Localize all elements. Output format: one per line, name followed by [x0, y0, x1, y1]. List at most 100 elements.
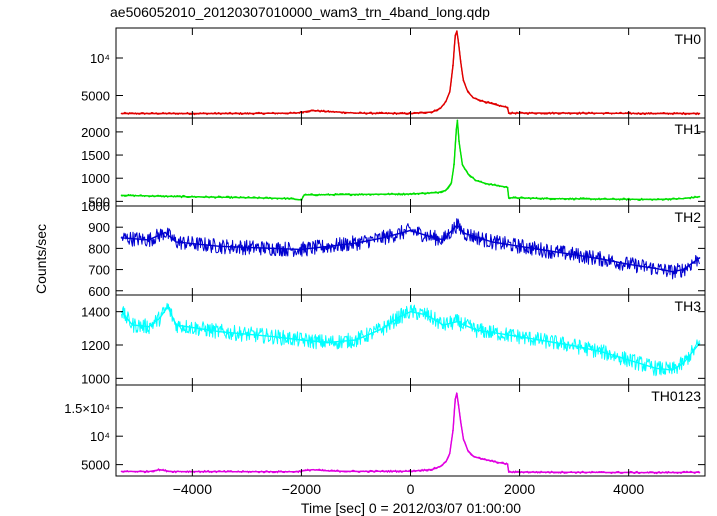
data-point	[147, 470, 150, 473]
data-point	[698, 257, 701, 259]
x-axis-label: Time [sec] 0 = 2012/03/07 01:00:00	[301, 500, 521, 516]
data-point	[450, 182, 453, 184]
data-point	[426, 314, 428, 316]
data-point	[303, 194, 306, 196]
data-point	[497, 461, 499, 464]
data-point	[698, 471, 701, 474]
y-tick-label: 1200	[81, 338, 110, 353]
data-point	[164, 195, 166, 198]
data-point	[311, 468, 314, 471]
data-point	[355, 112, 357, 114]
data-point	[518, 335, 521, 338]
data-point	[456, 320, 458, 323]
data-point	[158, 317, 161, 320]
data-point	[573, 345, 575, 347]
data-point	[486, 183, 488, 185]
data-point	[497, 104, 499, 107]
data-point	[409, 193, 412, 195]
data-point	[295, 470, 297, 473]
data-point	[507, 112, 510, 114]
series-noise-th2	[121, 218, 700, 280]
y-tick-label: 500	[88, 194, 110, 209]
data-point	[398, 315, 401, 318]
data-point	[698, 195, 701, 198]
data-point	[289, 197, 292, 200]
y-tick-label: 700	[88, 263, 110, 278]
data-point	[147, 325, 150, 328]
panel-th2: 600 700 800 900 1000 TH2	[81, 199, 706, 299]
series-noise-th0	[121, 31, 700, 116]
panel-label-th0123: TH0123	[651, 388, 701, 404]
data-point	[452, 64, 454, 67]
data-point	[458, 140, 460, 142]
data-point	[655, 367, 657, 370]
x-tick-label: 2000	[504, 481, 535, 497]
data-point	[655, 112, 657, 115]
data-point	[461, 163, 464, 166]
y-tick-label: 900	[88, 220, 110, 235]
data-point	[698, 342, 701, 345]
data-point	[175, 241, 177, 243]
y-tick-label: 1500	[81, 148, 110, 163]
data-point	[455, 128, 458, 131]
panel-label-th3: TH3	[675, 298, 702, 314]
data-point	[600, 198, 603, 200]
data-point	[437, 191, 439, 194]
y-tick-label: 1000	[81, 199, 110, 214]
series-line-th1	[121, 120, 700, 201]
y-tick-label: 1400	[81, 305, 110, 320]
y-tick-label: 600	[88, 284, 110, 299]
data-point	[164, 231, 166, 234]
panel-th0123: 5000 10⁴ 1.5×10⁴ TH0123	[64, 384, 706, 477]
data-point	[445, 100, 447, 103]
panel-th3: 1000 1200 1400 TH3	[81, 294, 706, 386]
data-point	[452, 429, 454, 432]
data-point	[488, 102, 491, 104]
data-point	[355, 470, 357, 473]
data-point	[497, 184, 499, 187]
data-point	[546, 197, 548, 200]
data-point	[475, 329, 477, 331]
data-point	[300, 248, 303, 251]
data-point	[475, 179, 477, 182]
data-point	[573, 471, 575, 474]
chart-title: ae506052010_20120307010000_wam3_trn_4ban…	[110, 4, 490, 20]
data-point	[472, 97, 475, 99]
data-point	[573, 253, 575, 256]
data-point	[488, 459, 491, 462]
y-tick-label: 1000	[81, 371, 110, 386]
data-point	[246, 112, 248, 115]
y-tick-label: 800	[88, 241, 110, 256]
data-point	[506, 463, 509, 465]
series-noise-th3	[121, 302, 700, 377]
data-point	[454, 34, 457, 37]
data-point	[327, 470, 330, 472]
data-point	[655, 198, 657, 201]
data-point	[546, 249, 548, 252]
panel-th1: 500 1000 1500 2000 TH1	[81, 117, 706, 209]
x-tick-label: 4000	[613, 481, 644, 497]
data-point	[627, 263, 630, 266]
series-line-th3	[120, 305, 701, 371]
data-point	[442, 239, 445, 241]
data-point	[682, 268, 684, 271]
data-point	[480, 100, 483, 102]
data-point	[462, 438, 465, 440]
y-tick-label: 10⁴	[90, 51, 110, 66]
data-point	[467, 91, 469, 93]
data-point	[175, 324, 177, 326]
data-point	[167, 305, 169, 308]
y-tick-label: 2000	[81, 125, 110, 140]
y-tick-label: 5000	[81, 458, 110, 473]
data-point	[439, 107, 442, 110]
data-point	[273, 247, 276, 250]
series-noise-th1	[121, 125, 700, 201]
data-point	[491, 241, 494, 243]
panel-label-th0: TH0	[675, 31, 702, 47]
y-tick-label: 10⁴	[90, 429, 110, 444]
panel-frame	[115, 384, 706, 477]
y-tick-label: 1.5×10⁴	[64, 401, 110, 416]
data-point	[457, 42, 460, 44]
